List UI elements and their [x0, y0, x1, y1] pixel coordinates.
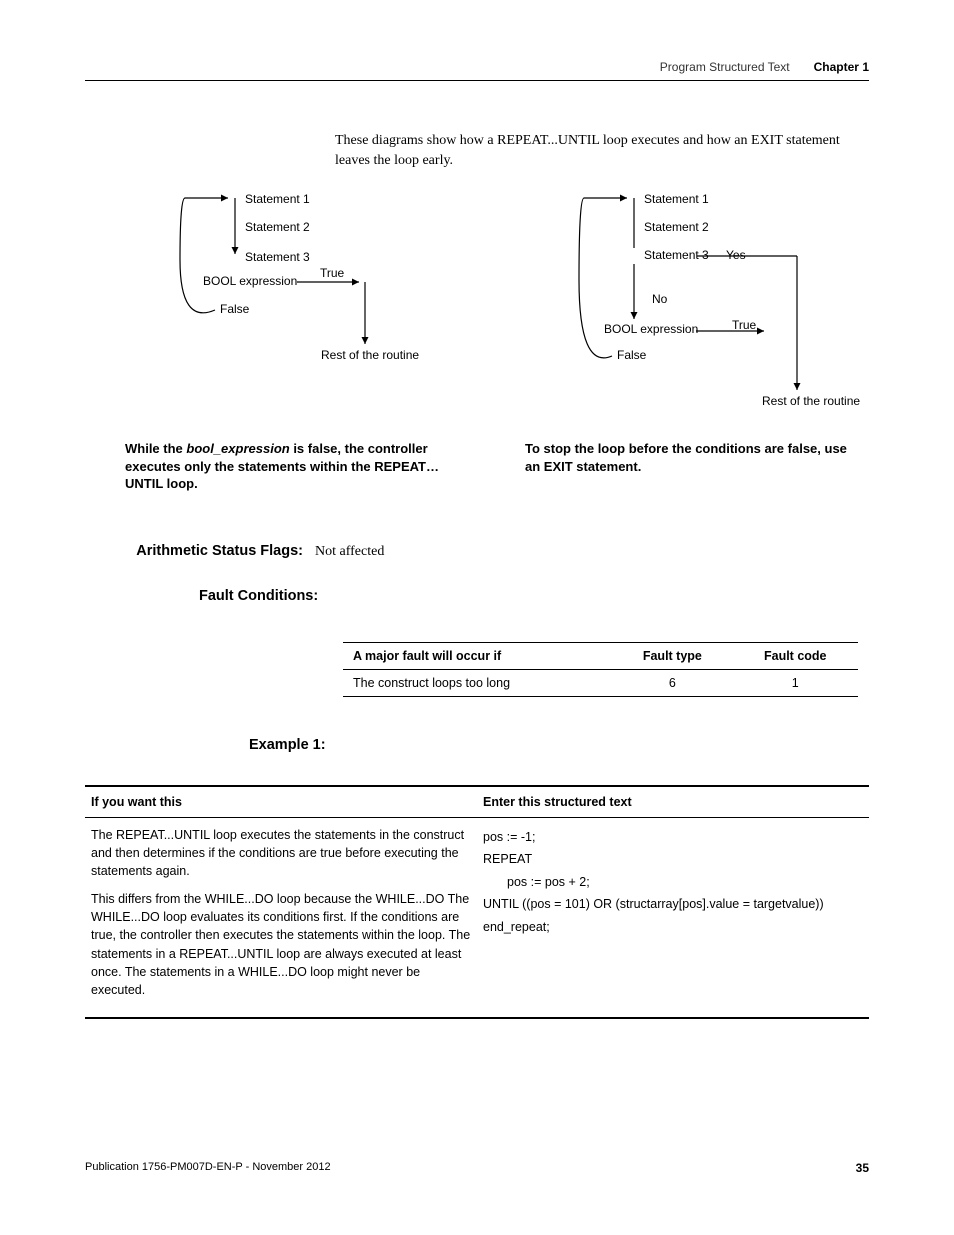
code-line-0: pos := -1; [483, 826, 863, 849]
d-left-rest: Rest of the routine [321, 348, 419, 362]
fault-table: A major fault will occur if Fault type F… [343, 642, 858, 697]
fault-table-header-row: A major fault will occur if Fault type F… [343, 642, 858, 669]
page-header: Program Structured Text Chapter 1 [85, 60, 869, 81]
example-left-cell: The REPEAT...UNTIL loop executes the sta… [85, 817, 477, 1018]
code-line-4: end_repeat; [483, 916, 863, 939]
d-right-yes: Yes [726, 248, 746, 262]
diagram-left: Statement 1 Statement 2 Statement 3 BOOL… [125, 190, 482, 370]
footer-page-number: 35 [856, 1161, 869, 1175]
d-right-no: No [652, 292, 667, 306]
caption-left: While the bool_expression is false, the … [125, 440, 465, 493]
d-right-stmt1: Statement 1 [644, 192, 709, 206]
diagram-left-svg [125, 190, 485, 370]
d-right-rest: Rest of the routine [762, 394, 860, 408]
d-right-stmt3: Statement 3 [644, 248, 709, 262]
d-right-bool: BOOL expression [604, 322, 698, 336]
d-left-stmt1: Statement 1 [245, 192, 310, 206]
example-heading: Example 1: [249, 737, 869, 753]
d-right-false: False [617, 348, 646, 362]
arith-row: Arithmetic Status Flags: Not affected [85, 543, 869, 560]
caption-right: To stop the loop before the conditions a… [525, 440, 865, 493]
fault-table-row: The construct loops too long 6 1 [343, 669, 858, 696]
d-right-stmt2: Statement 2 [644, 220, 709, 234]
d-left-stmt3: Statement 3 [245, 250, 310, 264]
intro-text: These diagrams show how a REPEAT...UNTIL… [335, 131, 869, 170]
d-left-true: True [320, 266, 344, 280]
example-left-p1: The REPEAT...UNTIL loop executes the sta… [91, 826, 471, 880]
d-right-true: True [732, 318, 756, 332]
fault-th-2: Fault code [732, 642, 858, 669]
captions-row: While the bool_expression is false, the … [85, 440, 869, 493]
code-line-1: REPEAT [483, 848, 863, 871]
d-left-stmt2: Statement 2 [245, 220, 310, 234]
fault-td-2: 1 [732, 669, 858, 696]
fault-label: Fault Conditions: [199, 588, 869, 604]
example-th-1: Enter this structured text [477, 786, 869, 818]
code-line-3: UNTIL ((pos = 101) OR (structarray[pos].… [483, 893, 863, 916]
footer-publication: Publication 1756-PM007D-EN-P - November … [85, 1161, 331, 1175]
arith-label: Arithmetic Status Flags: [85, 543, 315, 559]
d-left-false: False [220, 302, 249, 316]
header-chapter: Chapter 1 [814, 60, 869, 74]
arith-value: Not affected [315, 544, 384, 560]
example-table-row: The REPEAT...UNTIL loop executes the sta… [85, 817, 869, 1018]
example-th-0: If you want this [85, 786, 477, 818]
fault-th-0: A major fault will occur if [343, 642, 612, 669]
diagram-right: Statement 1 Statement 2 Statement 3 Yes … [512, 190, 869, 420]
code-line-2: pos := pos + 2; [483, 871, 863, 894]
page-footer: Publication 1756-PM007D-EN-P - November … [85, 1161, 869, 1175]
example-left-p2: This differs from the WHILE...DO loop be… [91, 890, 471, 999]
caption-left-pre: While the [125, 441, 186, 456]
d-left-bool: BOOL expression [203, 274, 297, 288]
example-table-header-row: If you want this Enter this structured t… [85, 786, 869, 818]
diagrams-row: Statement 1 Statement 2 Statement 3 BOOL… [85, 190, 869, 420]
example-code-cell: pos := -1; REPEAT pos := pos + 2; UNTIL … [477, 817, 869, 1018]
header-title: Program Structured Text [660, 60, 790, 74]
fault-td-1: 6 [612, 669, 732, 696]
fault-th-1: Fault type [612, 642, 732, 669]
example-table: If you want this Enter this structured t… [85, 785, 869, 1019]
caption-left-italic: bool_expression [186, 441, 289, 456]
fault-td-0: The construct loops too long [343, 669, 612, 696]
